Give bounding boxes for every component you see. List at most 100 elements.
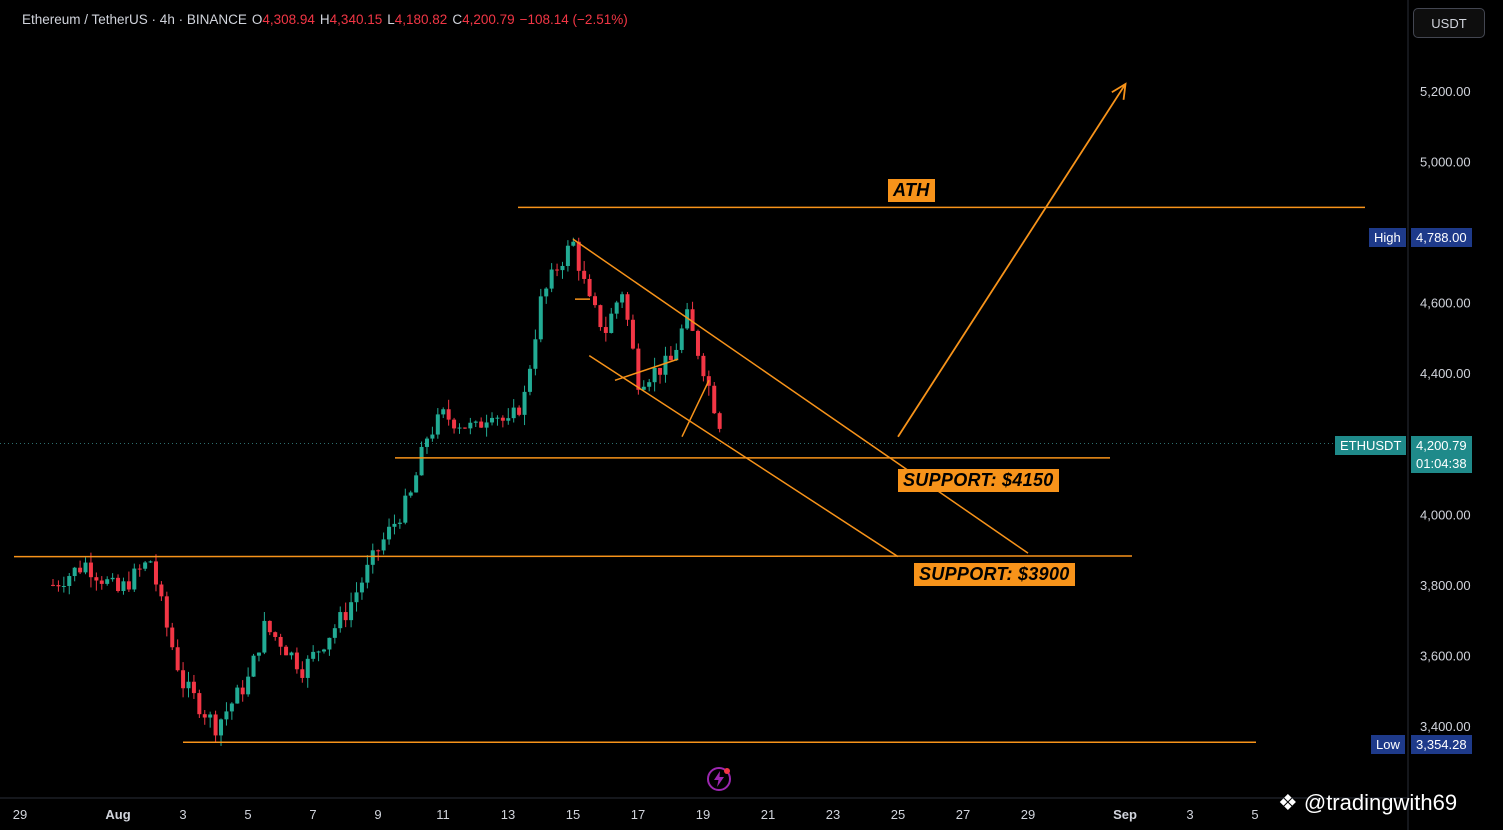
candle-down [202, 714, 207, 718]
candle-up [289, 652, 294, 656]
x-tick-label: 13 [501, 807, 515, 822]
candle-down [500, 417, 505, 421]
low-tag-label: Low [1371, 735, 1405, 754]
diamond-logo-icon: ❖ [1278, 790, 1298, 815]
candle-up [316, 651, 321, 653]
candle-up [620, 294, 625, 303]
candle-down [99, 580, 104, 584]
candle-down [587, 278, 592, 297]
candle-down [170, 627, 175, 648]
y-tick-label: 3,600.00 [1420, 648, 1471, 663]
x-tick-label: Aug [105, 807, 130, 822]
symbol-legend: Ethereum / TetherUS · 4h · BINANCE O4,308… [22, 12, 633, 27]
x-tick-label: 17 [631, 807, 645, 822]
candle-up [506, 418, 511, 421]
support-3900-line[interactable] [13, 555, 1133, 558]
candle-up [110, 577, 115, 580]
candle-down [181, 670, 186, 689]
high-tag-label: High [1369, 228, 1406, 247]
candle-up [565, 245, 570, 266]
candle-up [338, 612, 343, 629]
candle-up [246, 676, 251, 695]
x-tick-label: 15 [566, 807, 580, 822]
candle-down [94, 577, 99, 581]
candle-down [452, 419, 457, 429]
candle-up [424, 438, 429, 447]
candle-up [609, 313, 614, 333]
candle-down [294, 652, 299, 670]
candle-down [576, 241, 581, 271]
x-tick-label: 3 [1186, 807, 1193, 822]
change-value: −108.14 (−2.51%) [519, 12, 628, 27]
close-label: C [452, 12, 463, 27]
ath-label[interactable]: ATH [888, 179, 935, 202]
x-tick-label: 5 [1251, 807, 1258, 822]
channel-lower-line[interactable] [588, 354, 899, 558]
candle-down [191, 681, 196, 694]
candle-up [332, 628, 337, 638]
channel-upper-line[interactable] [572, 238, 1029, 554]
high-tag-value: 4,788.00 [1411, 228, 1472, 247]
candle-down [159, 584, 164, 597]
candle-down [56, 585, 61, 587]
candle-down [593, 296, 597, 306]
lightning-icon[interactable] [706, 766, 732, 792]
candle-up [208, 714, 213, 718]
flag-wedge-line-2[interactable] [681, 379, 710, 438]
symbol-title[interactable]: Ethereum / TetherUS · 4h · BINANCE [22, 12, 247, 27]
support-3900-label[interactable]: SUPPORT: $3900 [914, 563, 1075, 586]
candle-down [690, 309, 695, 331]
candle-up [359, 582, 364, 593]
candle-up [256, 652, 261, 656]
x-tick-label: 25 [891, 807, 905, 822]
candle-down [598, 305, 603, 328]
candle-up [148, 561, 153, 563]
flag-wedge-line[interactable] [614, 358, 679, 381]
candle-up [685, 309, 690, 329]
candle-up [262, 620, 267, 653]
candle-up [327, 637, 332, 650]
candle-up [83, 562, 88, 573]
candle-up [495, 417, 500, 419]
last-price-symbol-tag: ETHUSDT [1335, 436, 1407, 455]
candle-up [408, 492, 413, 496]
open-value: 4,308.94 [262, 12, 315, 27]
candle-up [527, 368, 532, 392]
candle-up [105, 579, 110, 584]
x-tick-label: 23 [826, 807, 840, 822]
candle-up [235, 687, 240, 704]
candle-down [88, 562, 93, 578]
candle-down [712, 385, 717, 414]
last-price-tag: 4,200.79 [1411, 436, 1472, 455]
candle-down [701, 355, 706, 377]
x-tick-label: 9 [374, 807, 381, 822]
support-4150-label[interactable]: SUPPORT: $4150 [898, 469, 1059, 492]
x-tick-label: Sep [1113, 807, 1137, 822]
candle-down [153, 561, 158, 585]
candle-down [300, 669, 305, 678]
candle-down [555, 269, 560, 271]
candle-up [468, 422, 473, 429]
candle-up [354, 592, 359, 603]
candle-down [267, 620, 272, 633]
candle-down [278, 636, 283, 647]
candle-up [473, 421, 478, 423]
x-tick-label: 5 [244, 807, 251, 822]
candle-up [322, 649, 326, 652]
candle-up [251, 655, 256, 677]
watermark: ❖ @tradingwith69 [1278, 790, 1457, 816]
candle-down [116, 577, 121, 591]
candle-up [511, 407, 516, 419]
breakout-arrow-head[interactable] [1111, 82, 1127, 100]
candle-up [652, 367, 657, 383]
currency-button[interactable]: USDT [1413, 8, 1485, 38]
candle-up [305, 658, 310, 678]
x-tick-label: 19 [696, 807, 710, 822]
candle-up [311, 651, 316, 659]
x-tick-label: 29 [13, 807, 27, 822]
candle-down [197, 693, 202, 715]
candle-up [219, 719, 224, 736]
breakout-arrow-line[interactable] [897, 83, 1127, 438]
